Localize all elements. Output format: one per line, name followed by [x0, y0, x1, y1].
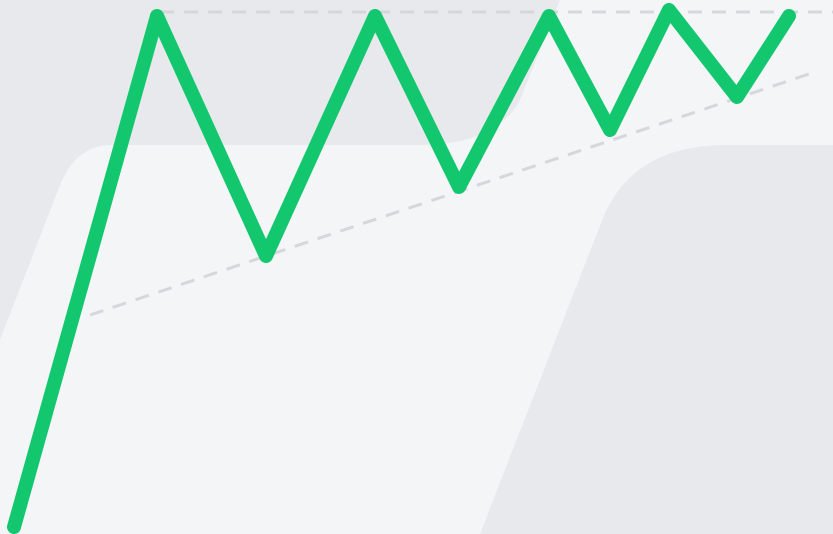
price-line — [7, 3, 796, 534]
background-panel — [480, 145, 833, 534]
support-line — [89, 70, 816, 317]
